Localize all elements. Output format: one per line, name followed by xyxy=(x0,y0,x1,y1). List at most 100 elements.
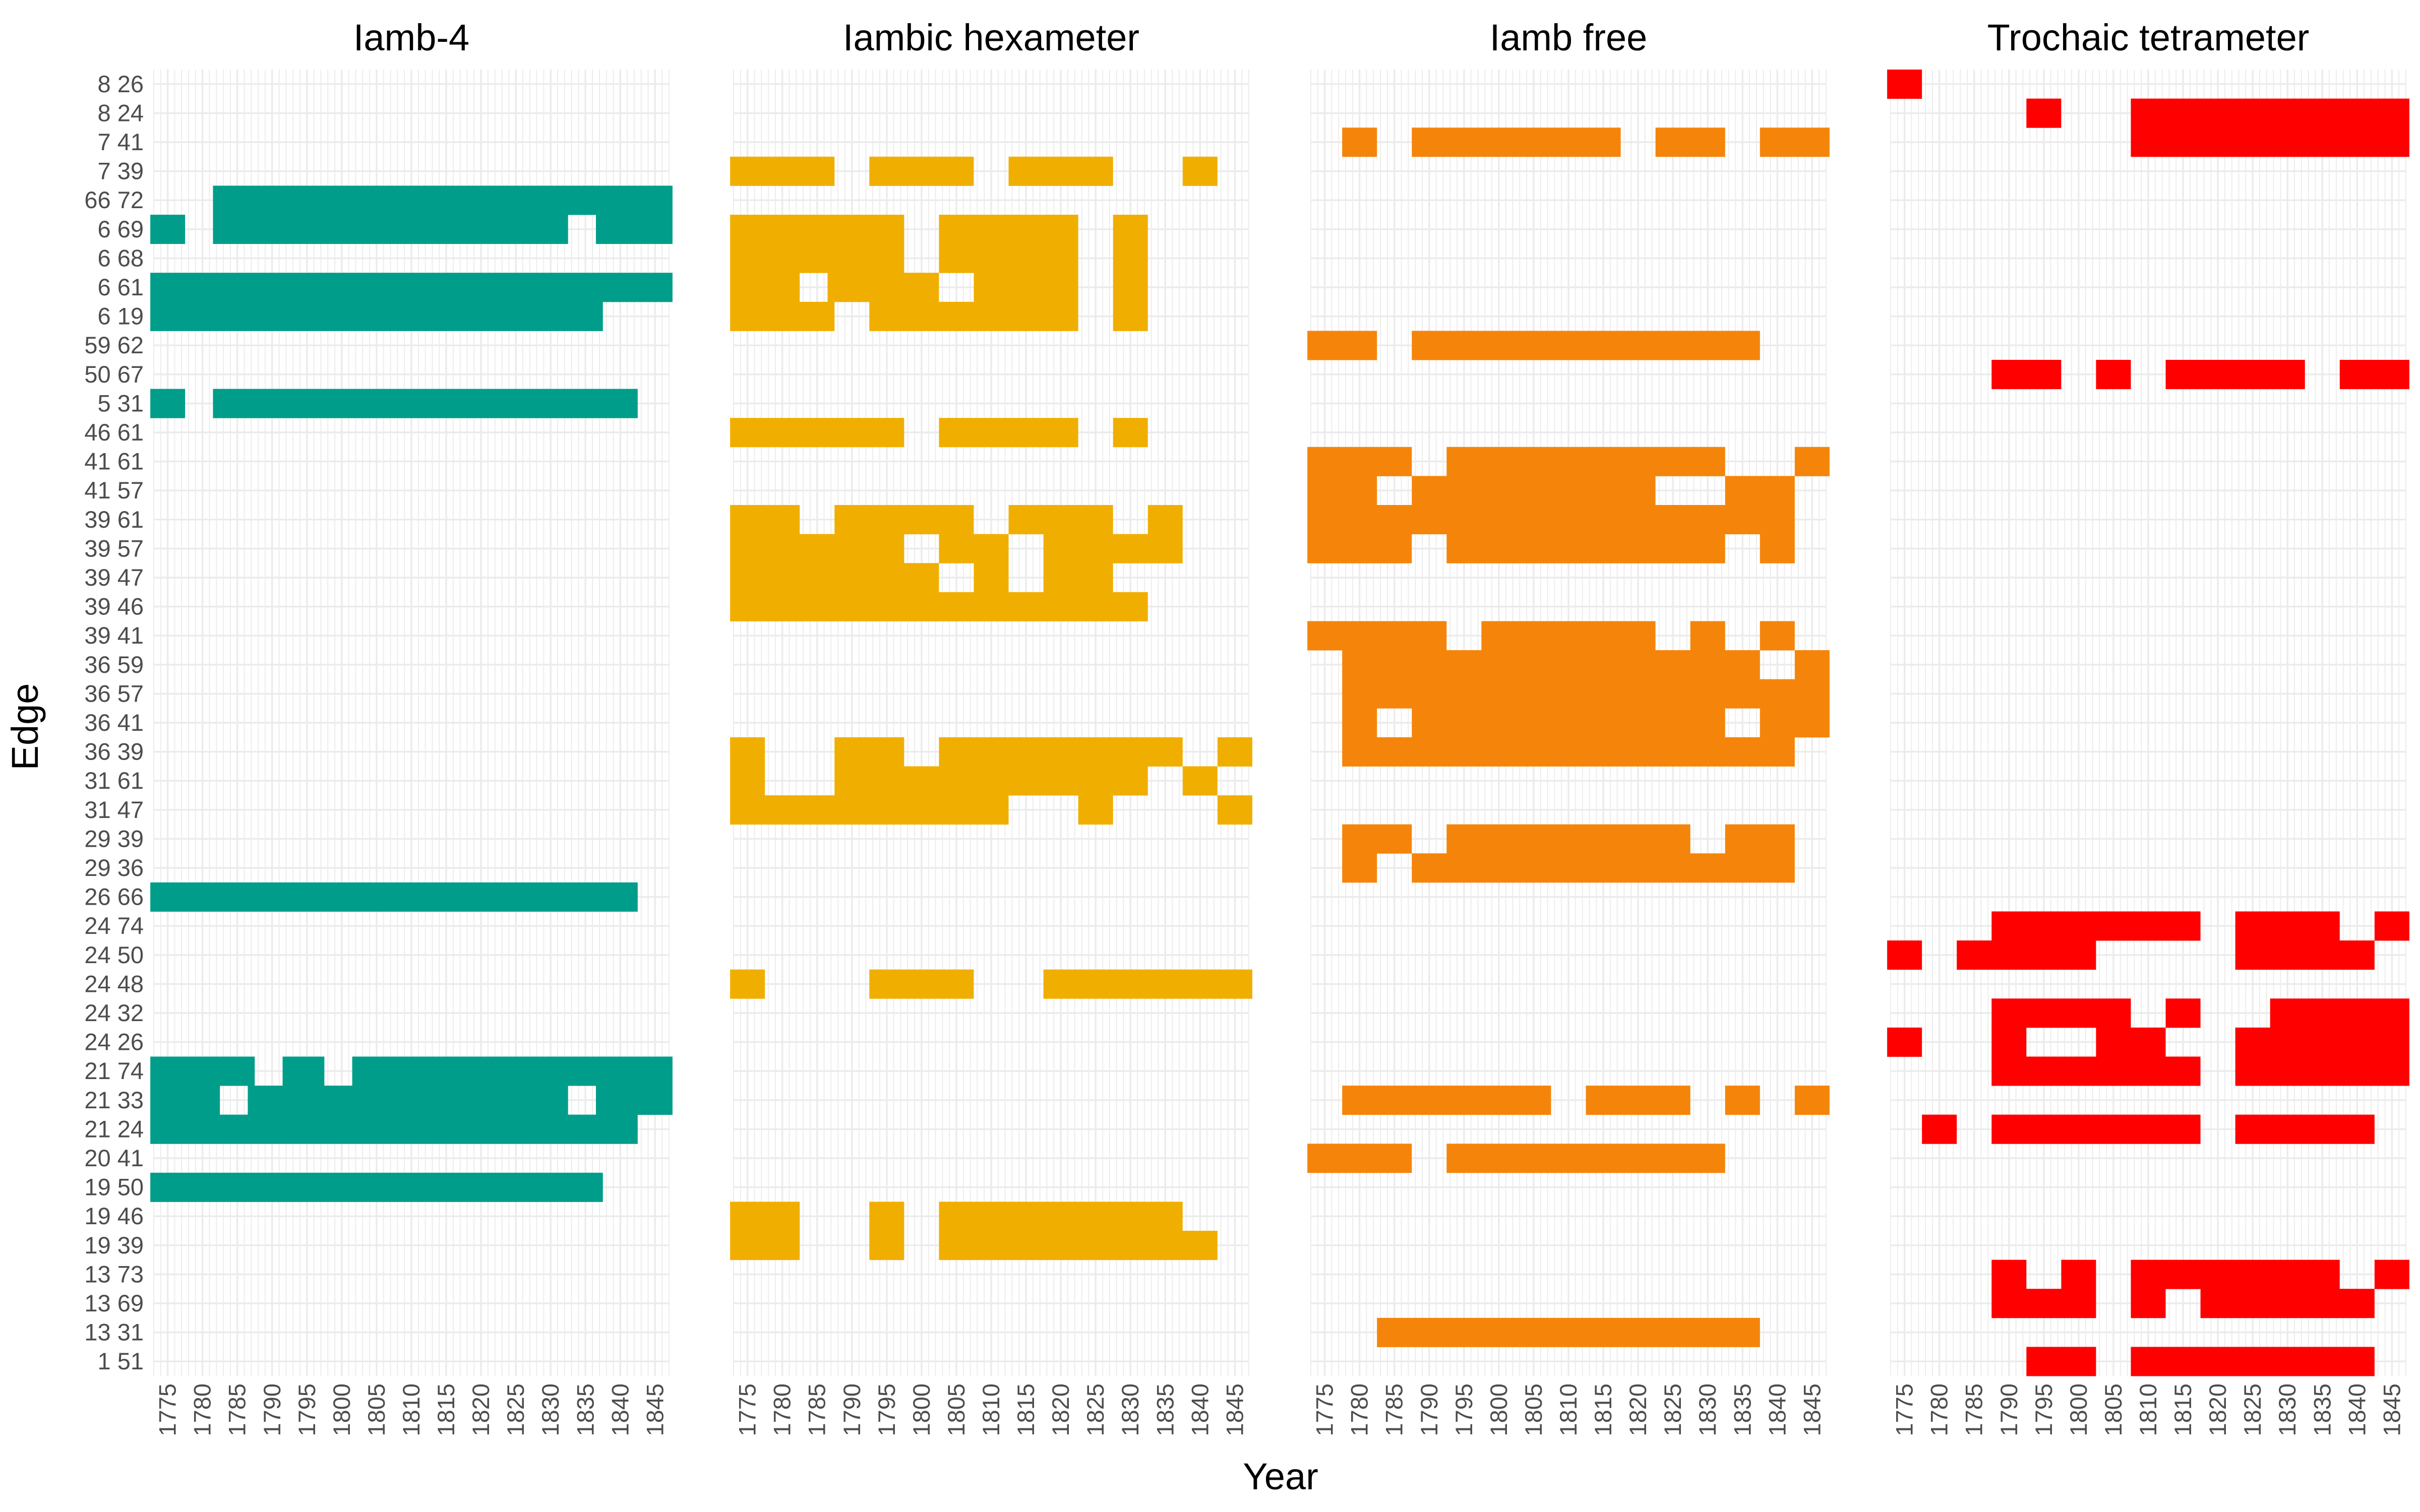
heatmap-cell xyxy=(1794,447,1830,476)
edge-label: 21 74 xyxy=(84,1057,144,1084)
panel: Iambic hexameter 1775 1780 1785 1790 1795 1800… xyxy=(730,17,1252,1436)
year-tick-labels: 1775 1780 1785 1790 1795 1800 1805 1810 1815 1820… xyxy=(1311,1383,1826,1436)
heatmap-cell xyxy=(1412,476,1656,506)
year-tick-labels: 1775 1780 1785 1790 1795 1800 1805 1810 1815 1820… xyxy=(154,1383,669,1436)
year-tick-label: 1790 xyxy=(259,1383,285,1436)
heatmap-cell xyxy=(1725,476,1795,506)
edge-label: 24 26 xyxy=(84,1029,144,1055)
year-tick-label: 1795 xyxy=(1450,1383,1477,1436)
heatmap-cell xyxy=(1957,940,2096,970)
edge-label: 41 57 xyxy=(84,477,144,503)
heatmap-cell xyxy=(730,563,939,593)
heatmap-cell xyxy=(1307,505,1795,535)
heatmap-cell xyxy=(869,969,974,999)
edge-label: 8 26 xyxy=(98,71,144,97)
heatmap-cell xyxy=(1342,1086,1551,1115)
heatmap-cell xyxy=(730,1231,800,1261)
year-tick-label: 1785 xyxy=(1961,1383,1987,1436)
heatmap-cell xyxy=(834,737,904,767)
heatmap-cell xyxy=(2374,1259,2409,1289)
edge-label: 36 59 xyxy=(84,651,144,678)
edge-label: 21 33 xyxy=(84,1087,144,1113)
edge-label: 13 69 xyxy=(84,1290,144,1316)
heatmap-cell xyxy=(730,273,800,302)
year-tick-label: 1810 xyxy=(1555,1383,1582,1436)
y-axis-title: Edge xyxy=(4,683,46,771)
year-tick-label: 1800 xyxy=(1485,1383,1512,1436)
heatmap-cell xyxy=(213,389,638,418)
heatmap-cell xyxy=(834,505,974,535)
edge-label: 41 61 xyxy=(84,448,144,475)
heatmap-cell xyxy=(730,505,800,535)
heatmap-cell xyxy=(1760,128,1830,157)
year-tick-label: 1840 xyxy=(1764,1383,1790,1436)
year-tick-label: 1815 xyxy=(2169,1383,2196,1436)
heatmap-cell xyxy=(1412,331,1760,360)
heatmap-cell xyxy=(595,215,673,244)
heatmap-cell xyxy=(1794,650,1830,680)
edge-label: 7 41 xyxy=(98,129,144,155)
year-tick-label: 1785 xyxy=(804,1383,830,1436)
heatmap-cell xyxy=(1991,1114,2201,1144)
heatmap-cell xyxy=(1690,621,1725,651)
edge-label: 39 46 xyxy=(84,593,144,620)
heatmap-cell xyxy=(730,534,904,563)
panel-grid xyxy=(1890,70,2406,1376)
heatmap-cell xyxy=(1991,998,2131,1028)
heatmap-cell xyxy=(1446,1144,1725,1173)
panel: Iamb free 1775 1780 1785 1790 1795 1800 1805 181… xyxy=(1307,17,1830,1436)
heatmap-cell xyxy=(1217,795,1252,825)
heatmap-cell xyxy=(1655,128,1725,157)
heatmap-cell xyxy=(730,766,765,796)
year-tick-label: 1830 xyxy=(2274,1383,2301,1436)
heatmap-cell xyxy=(1307,1144,1412,1173)
edge-label: 5 31 xyxy=(98,390,144,416)
heatmap-cells xyxy=(150,185,673,1202)
heatmap-cell xyxy=(1043,534,1183,563)
heatmap-cells xyxy=(1887,70,2409,1376)
heatmap-cell xyxy=(1342,708,1377,738)
edge-label: 13 31 xyxy=(84,1319,144,1346)
heatmap-cell xyxy=(1342,679,1830,709)
edge-label: 7 39 xyxy=(98,158,144,184)
heatmap-cell xyxy=(939,737,1183,767)
heatmap-cell xyxy=(150,389,186,418)
heatmap-cell xyxy=(2131,1289,2166,1318)
edge-label: 31 47 xyxy=(84,796,144,823)
heatmap-cell xyxy=(730,418,904,448)
heatmap-cell xyxy=(730,1202,800,1231)
heatmap-cell xyxy=(1991,1289,2096,1318)
heatmap-cell xyxy=(939,243,1078,273)
heatmap-cell xyxy=(150,1086,220,1115)
panel-title: Iamb free xyxy=(1490,17,1648,58)
heatmap-cell xyxy=(2096,1027,2166,1057)
year-tick-label: 1775 xyxy=(1891,1383,1918,1436)
heatmap-cell xyxy=(869,156,974,186)
year-tick-label: 1820 xyxy=(1624,1383,1651,1436)
edge-label: 6 69 xyxy=(98,216,144,242)
heatmap-cell xyxy=(2096,360,2131,390)
year-tick-label: 1780 xyxy=(1926,1383,1953,1436)
year-tick-label: 1815 xyxy=(1012,1383,1039,1436)
year-tick-label: 1805 xyxy=(1520,1383,1547,1436)
heatmap-cell xyxy=(1922,1114,1957,1144)
year-tick-label: 1835 xyxy=(1729,1383,1756,1436)
edge-label: 6 68 xyxy=(98,244,144,271)
heatmap-cell xyxy=(939,215,1078,244)
heatmap-cell xyxy=(834,766,1148,796)
heatmap-cell xyxy=(352,1056,673,1086)
year-tick-label: 1785 xyxy=(1381,1383,1408,1436)
heatmap-cell xyxy=(150,882,638,912)
edge-label: 29 39 xyxy=(84,825,144,852)
year-tick-label: 1830 xyxy=(537,1383,564,1436)
heatmap-cell xyxy=(213,215,568,244)
heatmap-cell xyxy=(1147,505,1183,535)
heatmap-cell xyxy=(1991,1027,2027,1057)
heatmap-cell xyxy=(1991,360,2062,390)
edge-label: 31 61 xyxy=(84,767,144,794)
edge-label: 20 41 xyxy=(84,1145,144,1171)
year-tick-label: 1840 xyxy=(607,1383,633,1436)
heatmap-cell xyxy=(1113,215,1148,244)
